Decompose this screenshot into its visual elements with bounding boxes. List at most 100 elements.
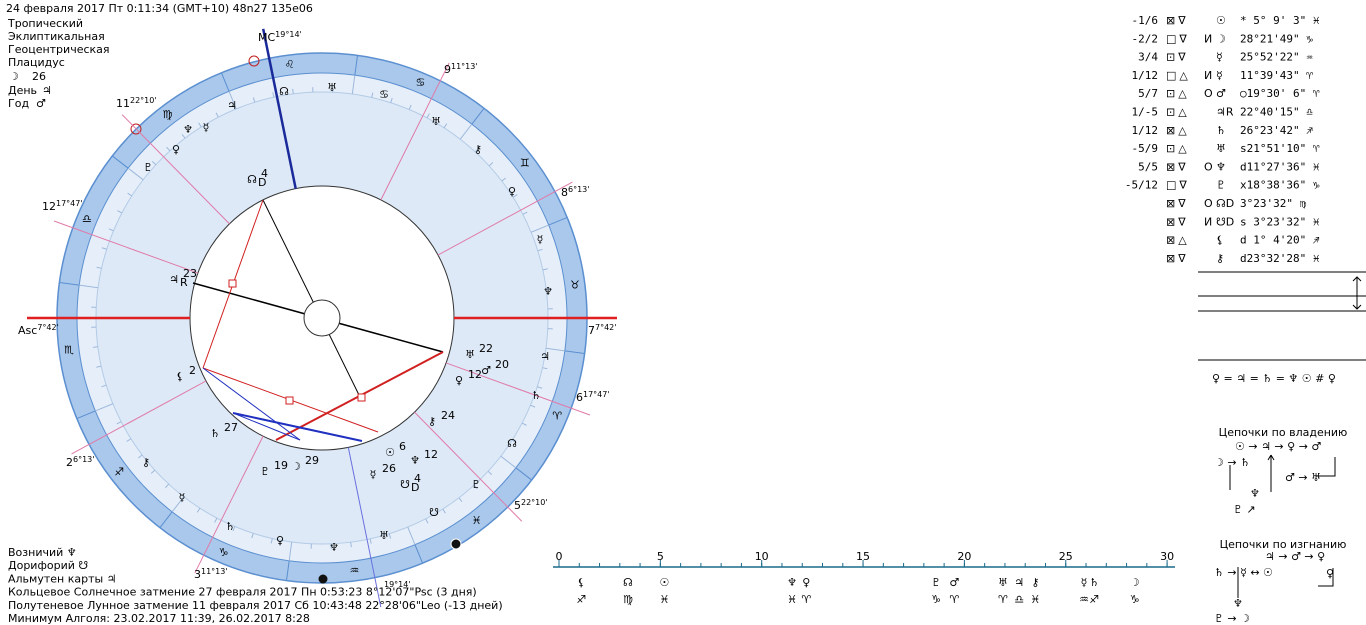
planet-glyph: ☽: [291, 460, 301, 473]
harmony-formula: ♀ = ♃ = ♄ = ♆ ☉ # ♀: [1212, 372, 1336, 385]
ring-glyph: ♅: [431, 115, 441, 128]
planet-degree: 20: [495, 358, 509, 371]
sign-glyph: ♊: [520, 156, 530, 169]
aspect-symbols: ⊠∇: [1166, 197, 1189, 210]
chain-line: ♇ → ☽: [1214, 612, 1250, 625]
aspect-symbols: ⊠∇: [1166, 252, 1189, 265]
ring-glyph: ♇: [471, 478, 481, 491]
planet-degree: 27: [224, 421, 238, 434]
sign-glyph: ♌: [285, 58, 295, 71]
aspect-line: [202, 367, 301, 441]
sign-divider: [354, 55, 359, 76]
ruler-tick-label: 20: [957, 550, 971, 563]
resize-arrows[interactable]: [1352, 276, 1362, 310]
ruler-planet: ♆: [787, 576, 797, 589]
ruler-sign: ♓: [787, 593, 797, 606]
degree-tick: [487, 470, 493, 476]
house-cusp: [261, 28, 297, 189]
aspect-ratio: 5/7: [1138, 87, 1158, 100]
degree-tick: [95, 403, 114, 412]
day-symbol: ♃: [42, 84, 52, 97]
planet-glyph: ☉: [385, 446, 395, 459]
eclipse-marker: [318, 574, 328, 584]
degree-tick: [351, 75, 356, 95]
aspect-ratio: 5/5: [1138, 160, 1158, 173]
sign-divider: [285, 560, 290, 581]
aspect-position: d23°32'28" ♓: [1240, 252, 1320, 265]
cusp-degree: 22°10': [521, 498, 548, 507]
aspect-ratio: -2/2: [1132, 32, 1159, 45]
planet-glyph: ♃: [169, 273, 179, 286]
ruler-tick-label: 30: [1160, 550, 1174, 563]
degree-tick: [522, 211, 528, 215]
degree-tick: [488, 162, 494, 167]
cusp-house: 6: [576, 391, 583, 404]
cusp-degree: 11°13': [201, 567, 228, 576]
house-cusp: [445, 362, 591, 416]
sign-glyph: ♈: [552, 409, 562, 422]
aspect-position: 3°23'32" ♍: [1240, 197, 1307, 210]
aspect-line: [232, 412, 301, 441]
ring-glyph: ♇: [143, 161, 153, 174]
center-circle: [303, 299, 341, 337]
year-symbol: ♂: [36, 97, 46, 110]
aspect-ratio: 1/12: [1132, 69, 1159, 82]
degree-tick: [474, 147, 480, 153]
ring-glyph: ♃: [540, 350, 550, 363]
planet-glyph: ♀: [455, 374, 463, 387]
degree-tick: [500, 455, 517, 469]
ring-glyph: ♀: [508, 185, 516, 198]
ring-glyph: ♃: [227, 99, 237, 112]
degree-tick: [425, 518, 429, 524]
aspect-ratio: 3/4: [1138, 51, 1158, 64]
planet-glyph: ♆: [410, 454, 420, 467]
aspect-mark: И: [1204, 215, 1212, 228]
aspect-symbols: ⊡∇: [1166, 51, 1189, 64]
aspect-lines: [27, 28, 617, 608]
cusp-label: 311°13': [194, 567, 228, 582]
ruler-planet: ☉: [659, 576, 669, 589]
ring-glyph: ⚷: [474, 143, 482, 156]
ring-glyph: ♄: [225, 520, 235, 533]
ring-glyph: ☊: [279, 85, 289, 98]
planet-degree: 4: [414, 472, 421, 485]
house-cusp: [121, 114, 230, 225]
ruler-tick-label: 25: [1059, 550, 1073, 563]
degree-tick: [443, 123, 448, 129]
degree-tick: [511, 439, 517, 444]
cusp-label: 19°14': [384, 580, 411, 589]
sign-glyph: ♐: [114, 466, 124, 479]
chain-title: Цепочки по владению: [1219, 426, 1348, 439]
house-cusp: [380, 62, 450, 201]
ruler-sign: ♒: [1079, 593, 1089, 606]
degree-tick: [127, 192, 133, 197]
aspect-ratio: 1/-5: [1132, 106, 1159, 119]
planet-sub: D: [258, 176, 266, 189]
setting: Геоцентрическая: [8, 43, 110, 56]
sign-divider: [159, 511, 173, 528]
ruler-planet: ☽: [1130, 576, 1140, 589]
aspect-mark: И: [1204, 69, 1212, 82]
footer-line: Возничий ♆: [8, 546, 77, 559]
degree-tick: [408, 104, 412, 110]
planet-glyph: ☿: [370, 468, 377, 481]
degree-tick: [92, 346, 98, 348]
degree-tick: [390, 97, 393, 103]
ring-glyph: ♆: [183, 123, 193, 136]
degree-tick: [270, 538, 273, 544]
degree-tick: [272, 92, 275, 98]
planet-degree: 12: [468, 368, 482, 381]
aspect-position: x18°38'36" ♑: [1240, 179, 1320, 192]
degree-tick: [546, 288, 552, 290]
aspect-marker: [357, 393, 366, 402]
sign-divider: [564, 350, 585, 355]
ring-glyph: ☊: [507, 437, 517, 450]
sign-divider: [471, 108, 485, 125]
aspect-planet: ♆: [1216, 160, 1226, 173]
chain-line: ♄ → ☿ ↔ ☉: [1214, 566, 1273, 579]
cusp-degree: 6°13': [568, 185, 589, 194]
degree-tick: [458, 497, 463, 503]
cusp-label: 911°13': [444, 62, 478, 77]
ring-glyph: ☿: [179, 491, 186, 504]
ruler-planet: ⚸: [577, 576, 585, 589]
